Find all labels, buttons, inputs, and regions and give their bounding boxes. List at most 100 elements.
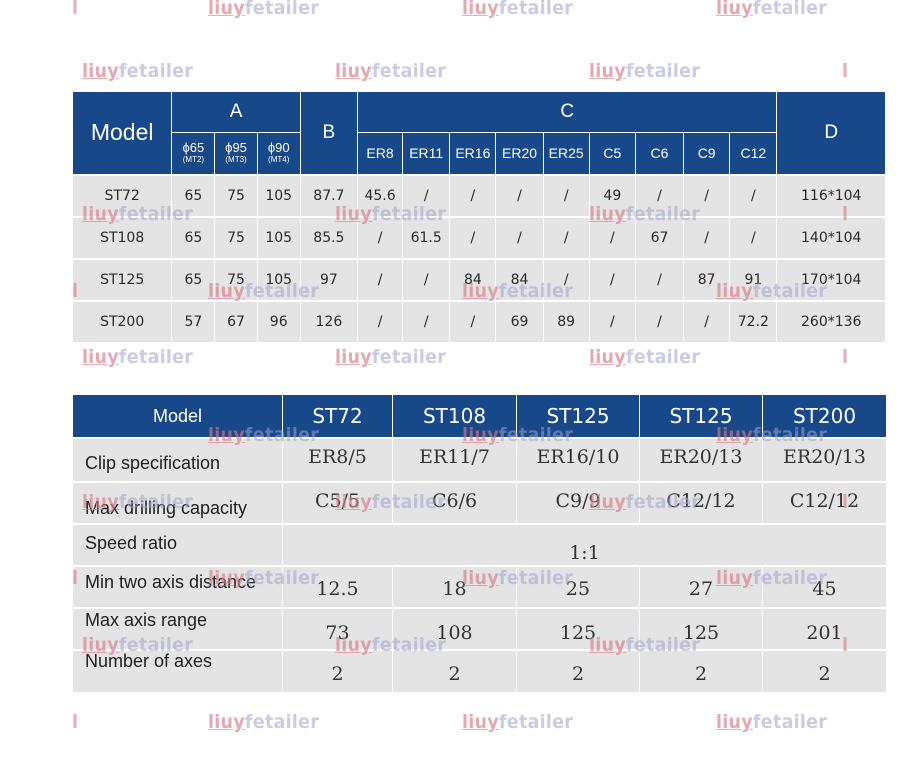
header-c-col: C9 (683, 132, 731, 175)
spec-row-drill: Max drilling capacity C5/5 C6/6 C9/9 C12… (72, 480, 887, 525)
header-c-col: ER25 (542, 132, 590, 175)
dimensions-table: Model A B C D ϕ65 (MT2) ϕ95 (MT3) ϕ90 (MT4)… (71, 91, 886, 344)
row-a-value: 75 (214, 257, 258, 302)
row-c-value: / (634, 173, 685, 218)
row-c-value: / (542, 257, 590, 302)
row-b-value: 97 (299, 257, 358, 302)
row-c-value: / (356, 299, 404, 344)
row-a-value: 105 (256, 215, 301, 260)
spec-label: Max axis range (72, 606, 283, 651)
spec-value: 125 (516, 606, 640, 651)
spec-value: C9/9 (516, 480, 640, 525)
row-c-value: 72.2 (729, 299, 778, 344)
header-c-col: C12 (729, 132, 778, 175)
watermark-text: liuyfetailer (208, 711, 320, 733)
row-c-value: 61.5 (402, 215, 451, 260)
watermark-mark: l (72, 711, 79, 733)
watermark-text: liuyfetailer (462, 0, 574, 19)
row-c-value: / (634, 299, 685, 344)
watermark-text: liuyfetailer (716, 711, 828, 733)
spec-value: 45 (762, 564, 887, 609)
header-c-col: ER11 (402, 132, 451, 175)
row-c-value: / (588, 257, 636, 302)
spec-value: 125 (639, 606, 763, 651)
spec-label: Max drilling capacity (72, 480, 283, 525)
header-group-c: C (356, 91, 778, 133)
watermark-text: liuyfetailer (82, 346, 194, 368)
spec-value: C5/5 (282, 480, 393, 525)
watermark-mark: l (842, 60, 849, 82)
spec-row-clip: Clip specification ER8/5 ER11/7 ER16/10 … (72, 436, 887, 483)
row-d-value: 260*136 (776, 299, 886, 344)
row-c-value: / (402, 299, 451, 344)
row-c-value: / (356, 215, 404, 260)
spec-value: 27 (639, 564, 763, 609)
watermark-text: liuyfetailer (335, 346, 447, 368)
watermark-text: liuyfetailer (462, 711, 574, 733)
row-a-value: 65 (171, 173, 216, 218)
spec-value: ER11/7 (392, 436, 517, 483)
row-c-value: / (683, 173, 731, 218)
spec-value: 12.5 (282, 564, 393, 609)
watermark-text: liuyfetailer (335, 60, 447, 82)
spec-value: 2 (762, 648, 887, 694)
header-a-col: ϕ95 (MT3) (214, 132, 258, 175)
header-group-a: A (171, 91, 301, 133)
spec-value: C12/12 (762, 480, 887, 525)
header-c-col: C6 (634, 132, 685, 175)
row-c-value: 84 (449, 257, 497, 302)
spec-label: Min two axis distance (72, 564, 283, 609)
row-b-value: 87.7 (299, 173, 358, 218)
spec-label: Speed ratio (72, 522, 283, 567)
row-d-value: 116*104 (776, 173, 886, 218)
spec-value: ER20/13 (762, 436, 887, 483)
row-c-value: 49 (588, 173, 636, 218)
row-d-value: 170*104 (776, 257, 886, 302)
spec-value: ER8/5 (282, 436, 393, 483)
watermark-text: liuyfetailer (82, 60, 194, 82)
watermark-mark: l (72, 0, 79, 19)
row-c-value: / (634, 257, 685, 302)
spec-label: Clip specification (72, 436, 283, 483)
watermark-text: liuyfetailer (589, 60, 701, 82)
spec-value: 2 (392, 648, 517, 694)
spec-value: 2 (282, 648, 393, 694)
spec-header-model: Model (72, 394, 283, 438)
spec-header-st125-2: ST125 (639, 394, 763, 438)
row-model: ST200 (71, 299, 173, 344)
watermark-text: liuyfetailer (208, 0, 320, 19)
row-c-value: / (495, 173, 544, 218)
spec-value: 18 (392, 564, 517, 609)
header-c-col: C5 (588, 132, 636, 175)
row-b-value: 85.5 (299, 215, 358, 260)
row-c-value: / (449, 215, 497, 260)
specifications-table: Model ST72 ST108 ST125 ST125 ST200 Clip … (72, 394, 887, 694)
row-a-value: 65 (171, 257, 216, 302)
spec-value: ER16/10 (516, 436, 640, 483)
row-model: ST72 (71, 173, 173, 218)
row-c-value: / (495, 215, 544, 260)
dimension-row: ST200 57 67 96 126///69 89///72.2 260*136 (71, 299, 886, 344)
row-a-value: 65 (171, 215, 216, 260)
spec-row-speed: Speed ratio 1:1 (72, 522, 887, 567)
row-c-value: / (449, 299, 497, 344)
row-c-value: 87 (683, 257, 731, 302)
spec-value: 73 (282, 606, 393, 651)
row-a-value: 67 (214, 299, 258, 344)
row-a-value: 57 (171, 299, 216, 344)
row-c-value: / (683, 215, 731, 260)
header-c-col: ER16 (449, 132, 497, 175)
row-c-value: / (729, 173, 778, 218)
spec-value: 25 (516, 564, 640, 609)
spec-value: C12/12 (639, 480, 763, 525)
spec-header-st125: ST125 (516, 394, 640, 438)
spec-row-num-axes: Number of axes 2 2 2 2 2 (72, 648, 887, 694)
row-c-value: 84 (495, 257, 544, 302)
spec-value: 201 (762, 606, 887, 651)
row-a-value: 105 (256, 173, 301, 218)
spec-row-axis-range: Max axis range 73 108 125 125 201 (72, 606, 887, 651)
row-c-value: 69 (495, 299, 544, 344)
header-group-d: D (776, 91, 886, 175)
row-model: ST108 (71, 215, 173, 260)
row-a-value: 105 (256, 257, 301, 302)
